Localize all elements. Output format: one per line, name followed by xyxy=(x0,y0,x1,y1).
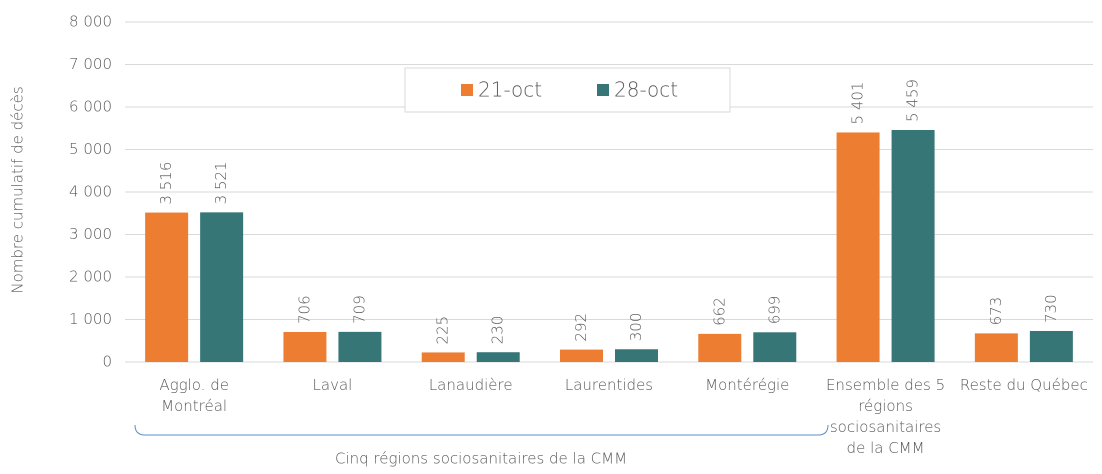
bar xyxy=(753,332,797,362)
y-tick-label: 6 000 xyxy=(69,98,112,116)
y-tick-label: 1 000 xyxy=(69,310,112,328)
data-label: 709 xyxy=(350,295,368,324)
bar xyxy=(698,333,742,362)
y-tick-label: 8 000 xyxy=(69,13,112,31)
x-tick-label: Agglo. de Montréal xyxy=(159,376,229,415)
bar xyxy=(476,352,520,362)
bar xyxy=(200,212,244,362)
bar xyxy=(836,132,880,362)
bar xyxy=(974,333,1018,362)
y-tick-label: 7 000 xyxy=(69,55,112,73)
bracket xyxy=(134,424,829,436)
data-label: 730 xyxy=(1042,294,1060,323)
bar xyxy=(421,352,465,362)
data-label: 230 xyxy=(489,316,507,345)
y-tick-label: 2 000 xyxy=(69,268,112,286)
bar xyxy=(615,349,658,362)
data-label: 5 401 xyxy=(849,82,867,125)
legend-label: 28-oct xyxy=(614,78,678,102)
data-label: 699 xyxy=(765,296,783,325)
bar xyxy=(560,349,603,362)
bar xyxy=(1029,330,1073,362)
data-label: 225 xyxy=(434,316,452,345)
data-label: 3 521 xyxy=(212,161,230,204)
data-label: 662 xyxy=(710,297,728,326)
annotation: Cinq régions sociosanitaires de la CMM xyxy=(335,450,627,468)
y-axis-label: Nombre cumulatif de décès xyxy=(9,86,27,293)
x-tick-label: Reste du Québec xyxy=(959,376,1088,394)
y-tick-label: 0 xyxy=(102,353,112,371)
y-tick-label: 3 000 xyxy=(69,225,112,243)
x-tick-label: Laval xyxy=(312,376,353,394)
y-tick-label: 4 000 xyxy=(69,183,112,201)
x-tick-label: Ensemble des 5 régions sociosanitaires d… xyxy=(825,376,946,457)
data-label: 292 xyxy=(572,313,590,342)
data-label: 3 516 xyxy=(157,162,175,205)
data-label: 5 459 xyxy=(904,79,922,122)
legend-swatch xyxy=(461,84,473,96)
x-tick-label: Montérégie xyxy=(705,376,790,394)
bar xyxy=(891,129,935,362)
data-label: 673 xyxy=(987,297,1005,326)
legend-box xyxy=(404,67,731,113)
x-tick-label: Laurentides xyxy=(564,376,654,394)
data-label: 300 xyxy=(627,313,645,342)
x-tick-label: Lanaudière xyxy=(428,376,513,394)
bar xyxy=(338,331,382,362)
data-label: 706 xyxy=(295,295,313,324)
legend-label: 21-oct xyxy=(478,78,542,102)
bar xyxy=(145,212,189,362)
bar xyxy=(283,331,327,362)
legend-swatch xyxy=(597,84,609,96)
y-tick-label: 5 000 xyxy=(69,140,112,158)
